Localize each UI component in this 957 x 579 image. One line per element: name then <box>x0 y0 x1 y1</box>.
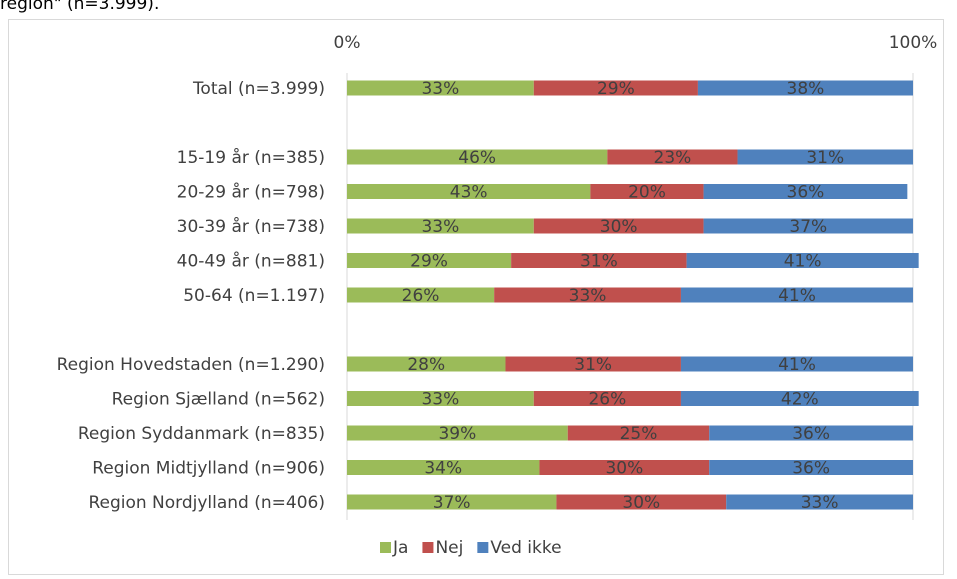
data-label: 23% <box>654 148 692 168</box>
bar-segment <box>347 218 534 234</box>
bar-segment <box>726 494 913 510</box>
data-label: 30% <box>605 459 643 479</box>
data-label: 37% <box>789 217 827 237</box>
bar-segment <box>539 460 710 475</box>
bar-segment <box>511 253 687 268</box>
data-label: 36% <box>792 459 830 479</box>
category-label: Region Sjælland (n=562) <box>112 390 325 410</box>
category-label: Region Nordjylland (n=406) <box>88 493 325 513</box>
legend-label: Nej <box>435 538 463 558</box>
bar-segment <box>709 425 913 441</box>
bar-segment <box>680 356 913 372</box>
data-label: 33% <box>801 493 839 513</box>
data-label: 36% <box>792 424 830 444</box>
bar-segment <box>347 253 512 268</box>
data-label: 31% <box>806 148 844 168</box>
bar-segment <box>680 391 919 406</box>
category-label: 15-19 år (n=385) <box>177 147 325 168</box>
data-label: 30% <box>622 493 660 513</box>
category-label: 20-29 år (n=798) <box>177 182 325 203</box>
data-label: 41% <box>778 286 816 306</box>
bar-segment <box>533 391 681 406</box>
data-label: 29% <box>410 252 448 272</box>
data-label: 33% <box>421 217 459 237</box>
data-label: 33% <box>569 286 607 306</box>
bar-segment <box>590 184 704 199</box>
data-label: 31% <box>574 355 612 375</box>
bar-segment <box>533 80 698 96</box>
bar-segment <box>680 287 913 303</box>
data-label: 31% <box>580 252 618 272</box>
legend-swatch <box>477 542 489 553</box>
data-label: 39% <box>438 424 476 444</box>
data-label: 36% <box>787 183 825 203</box>
data-label: 20% <box>628 183 666 203</box>
data-label: 28% <box>407 355 445 375</box>
bar-segment <box>505 356 681 372</box>
data-label: 33% <box>421 390 459 410</box>
legend-swatch <box>380 542 391 553</box>
bar-segment <box>347 287 495 303</box>
bar-segment <box>347 425 568 441</box>
category-label: Total (n=3.999) <box>192 79 325 99</box>
data-label: 43% <box>450 183 488 203</box>
data-label: 26% <box>588 390 626 410</box>
data-label: 33% <box>421 79 459 99</box>
data-label: 41% <box>778 355 816 375</box>
bar-segment <box>697 80 913 96</box>
data-label: 29% <box>597 79 635 99</box>
bar-segment <box>533 218 704 234</box>
x-tick-label: 100% <box>889 33 938 53</box>
legend-swatch <box>422 542 434 553</box>
data-label: 42% <box>781 390 819 410</box>
data-label: 25% <box>620 424 658 444</box>
header-fragment: region" (n=3.999). <box>0 0 160 14</box>
bar-segment <box>347 80 534 96</box>
bar-segment <box>607 149 738 165</box>
bar-segment <box>686 253 919 268</box>
category-label: Region Midtjylland (n=906) <box>92 459 325 479</box>
bar-segment <box>709 460 913 475</box>
data-label: 30% <box>600 217 638 237</box>
bar-segment <box>347 391 534 406</box>
data-label: 46% <box>458 148 496 168</box>
bar-segment <box>347 149 608 165</box>
data-label: 26% <box>402 286 440 306</box>
legend-label: Ved ikke <box>490 538 561 558</box>
category-label: Region Hovedstaden (n=1.290) <box>57 355 325 375</box>
data-label: 34% <box>424 459 462 479</box>
bar-segment <box>703 218 913 234</box>
bar-segment <box>347 356 506 372</box>
bar-segment <box>556 494 727 510</box>
category-label: 50-64 (n=1.197) <box>183 286 325 306</box>
bar-segment <box>703 184 908 199</box>
bar-segment <box>347 460 540 475</box>
category-label: Region Syddanmark (n=835) <box>78 424 325 444</box>
data-label: 38% <box>787 79 825 99</box>
bar-segment <box>347 494 557 510</box>
category-label: 30-39 år (n=738) <box>177 216 325 237</box>
bar-segment <box>494 287 681 303</box>
legend-label: Ja <box>392 538 408 558</box>
bar-segment <box>737 149 913 165</box>
bar-segment <box>347 184 591 199</box>
chart-frame <box>8 19 944 575</box>
category-label: 40-49 år (n=881) <box>177 251 325 272</box>
x-tick-label: 0% <box>334 33 361 53</box>
bar-segment <box>567 425 710 441</box>
data-label: 41% <box>784 252 822 272</box>
data-label: 37% <box>433 493 471 513</box>
